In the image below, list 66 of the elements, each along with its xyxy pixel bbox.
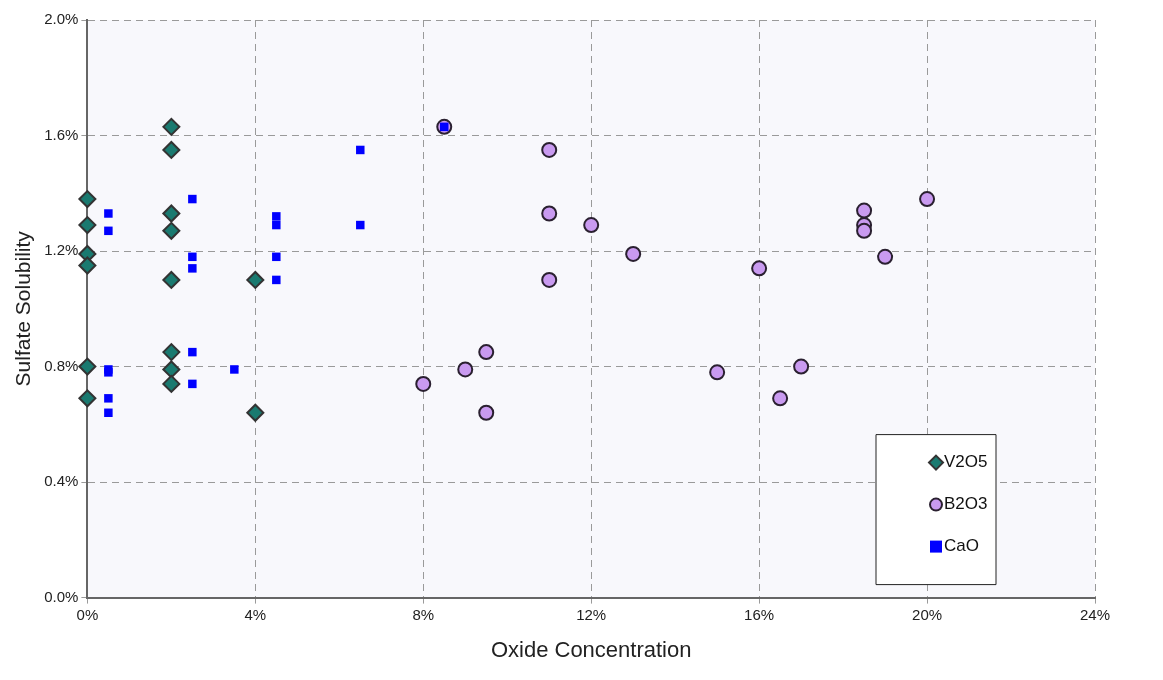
point [162,117,181,136]
point [78,190,97,209]
point [356,145,365,155]
x-axis-title: Oxide Concentration [490,636,692,662]
x-tick-label: 0% [76,605,99,623]
point [104,394,113,403]
point [188,347,197,357]
x-tick-label: 20% [912,605,943,623]
point [230,365,239,374]
point [246,270,265,289]
point [793,358,810,375]
y-tick-label: 0.0% [44,587,79,605]
point [162,270,181,289]
point [478,404,495,421]
point [415,375,432,392]
point [78,256,97,275]
point [625,245,642,262]
point [772,390,789,407]
point [162,374,181,393]
point [188,252,197,262]
point [272,275,281,285]
point [104,209,113,218]
point [272,212,281,221]
point [541,271,558,288]
point [162,343,181,362]
point [541,141,558,158]
y-tick-label: 0.4% [44,472,79,490]
y-tick-label: 2.0% [44,10,79,28]
y-tick-label: 1.6% [44,125,79,143]
point [457,361,474,378]
point [541,205,558,222]
point [856,202,873,219]
point [188,194,197,204]
point [78,216,97,235]
point [272,220,281,230]
x-tick-label: 12% [576,605,607,623]
y-tick-label: 0.8% [44,356,79,374]
point [478,344,495,361]
point [78,357,97,376]
x-tick-label: 8% [412,605,435,623]
x-tick-label: 24% [1079,605,1111,623]
point [104,226,113,236]
point [877,248,894,265]
point [104,408,113,418]
point [78,389,97,408]
legend-label: CaO [944,536,979,556]
point [709,364,726,381]
point [188,264,197,273]
point [162,204,181,223]
point [162,360,181,379]
legend-label: V2O5 [944,452,988,472]
point [246,403,265,422]
point [162,140,181,159]
point [751,260,768,277]
legend-label: B2O3 [944,494,988,514]
point [919,191,936,208]
y-axis-title: Sulfate Solubility [11,230,35,387]
point [188,379,197,389]
x-tick-label: 4% [244,605,267,623]
point [272,252,281,262]
point [583,217,600,234]
point [356,220,365,230]
point [856,222,873,239]
point [162,221,181,240]
x-tick-label: 16% [744,605,775,623]
y-tick-label: 1.2% [44,241,79,259]
